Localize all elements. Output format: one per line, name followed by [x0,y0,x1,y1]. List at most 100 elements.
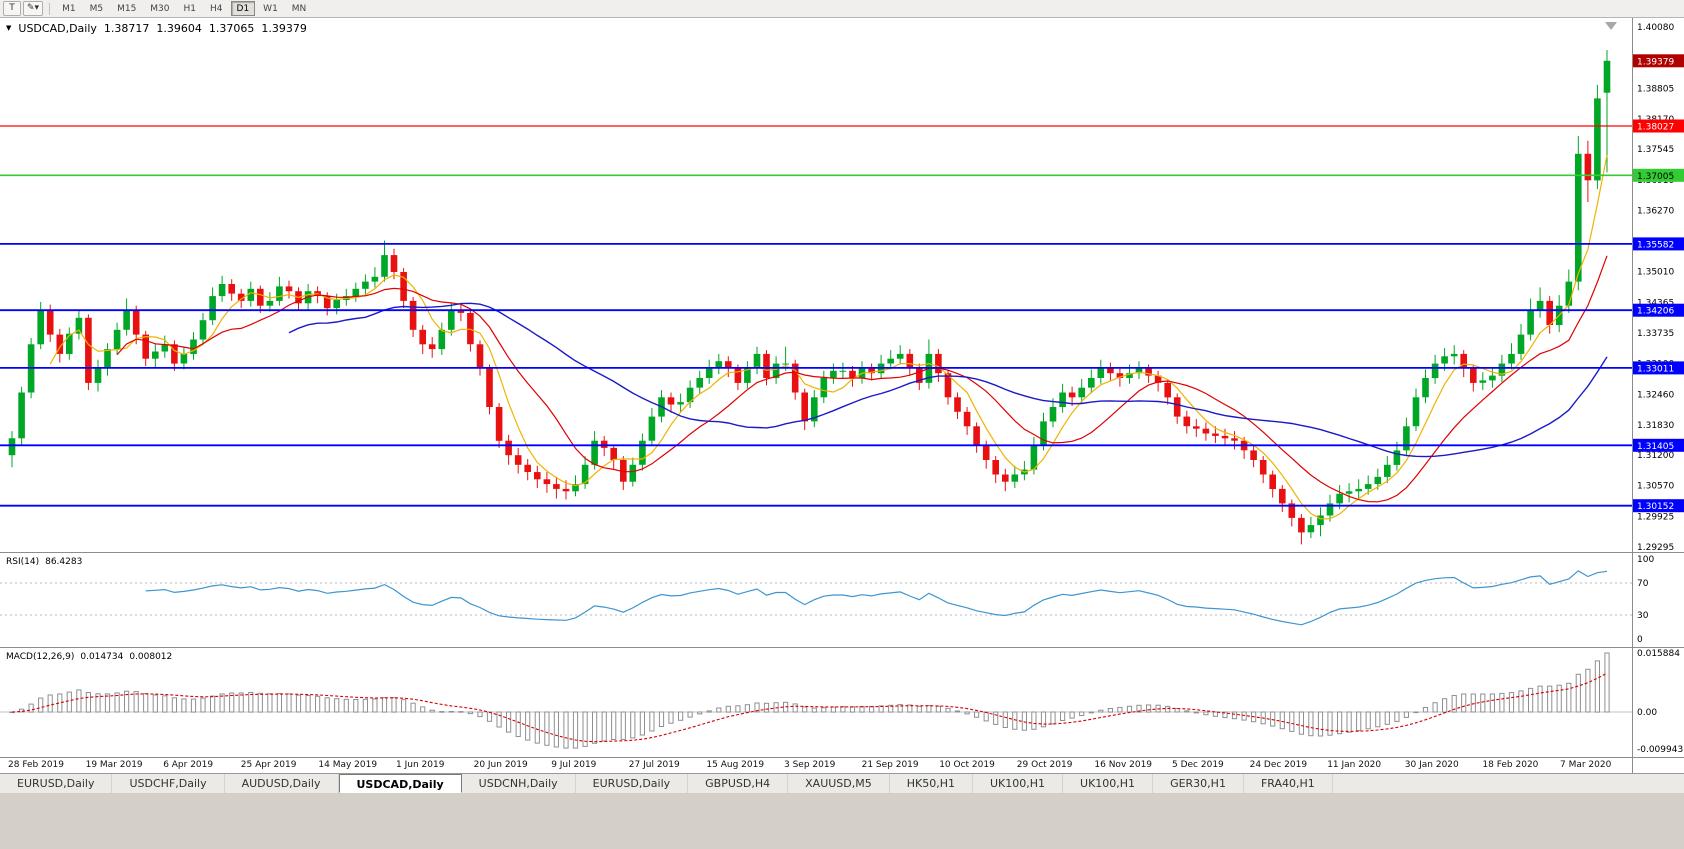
macd-histogram-bar [448,711,454,713]
macd-histogram-bar [897,704,903,713]
macd-histogram-bar [47,694,53,713]
macd-histogram-bar [401,699,407,713]
macd-histogram-bar [1337,711,1343,735]
chart-tab-usdchf-daily[interactable]: USDCHF,Daily [112,774,225,793]
macd-histogram-bar [458,711,464,713]
date-axis-label: 3 Sep 2019 [784,760,836,770]
macd-histogram-bar [181,698,187,713]
chart-tab-gbpusd-h4[interactable]: GBPUSD,H4 [688,774,789,793]
macd-histogram-bar [649,711,655,732]
macd-histogram-bar [1365,711,1371,730]
macd-histogram-bar [391,697,397,713]
macd-histogram-bar [200,697,206,713]
macd-histogram-bar [735,705,741,713]
symbol-dropdown-icon[interactable]: ▼ [6,23,12,32]
date-axis-label: 27 Jul 2019 [628,760,680,770]
rsi-line [145,570,1608,626]
macd-histogram-bar [1270,711,1276,727]
timeframe-button-mn[interactable]: MN [291,4,307,14]
macd-histogram-bar [315,695,321,713]
macd-histogram-bar [506,711,512,733]
macd-histogram-bar [85,692,92,713]
macd-histogram-bar [1394,711,1400,722]
macd-histogram-bar [1442,698,1448,713]
ma-mid-line [116,255,1608,503]
axis-label: 1.33011 [1637,364,1674,374]
chart-tab-uk100-h1[interactable]: UK100,H1 [973,774,1064,793]
timeframe-button-d1[interactable]: D1 [230,1,256,16]
macd-histogram-bar [1251,711,1257,723]
price-tag [1633,168,1684,182]
timeframe-button-m5[interactable]: M5 [89,4,104,14]
macd-histogram-bar [668,711,674,724]
rsi-indicator-panel[interactable]: 100 70 30 0 RSI(14) 86.4283 [0,552,1684,647]
macd-histogram-bar [162,695,168,713]
macd-histogram-bar [582,711,588,747]
macd-histogram-bar [104,693,111,713]
macd-histogram-bar [1594,660,1601,713]
ma-slow-line [288,302,1608,458]
macd-histogram-bar [467,711,473,715]
timeframe-button-h4[interactable]: H4 [210,4,223,14]
main-chart[interactable]: 1.400801.394401.388051.381701.375451.369… [0,18,1684,552]
macd-histogram-bar [1260,711,1266,725]
main-price-panel[interactable]: 1.400801.394401.388051.381701.375451.369… [0,18,1684,552]
axis-label: 1.31830 [1637,421,1674,431]
macd-histogram-bar [238,692,244,713]
status-area [0,793,1684,849]
chart-tab-hk50-h1[interactable]: HK50,H1 [890,774,973,793]
macd-histogram-bar [486,711,493,722]
macd-histogram-bar [1203,711,1209,716]
chart-tab-usdcad-daily[interactable]: USDCAD,Daily [338,774,462,793]
macd-histogram-bar [1461,693,1467,713]
rsi-value: 86.4283 [45,557,83,567]
ohlc-low: 1.37065 [208,22,255,35]
timeframe-button-m30[interactable]: M30 [150,4,170,14]
text-tool-button[interactable]: T [3,1,21,16]
timeframe-button-m15[interactable]: M15 [117,4,137,14]
chart-tab-ger30-h1[interactable]: GER30,H1 [1153,774,1244,793]
macd-histogram-bar [878,705,884,713]
macd-chart[interactable]: 0.015884 0.00 -0.009943 [0,648,1684,757]
macd-histogram-bar [1585,668,1591,713]
rsi-chart[interactable]: 100 70 30 0 [0,553,1684,647]
timeframe-button-h1[interactable]: H1 [183,4,197,14]
macd-histogram-bar [1556,684,1562,713]
macd-histogram-bar [1375,711,1381,728]
chart-shift-marker-icon[interactable] [1605,22,1617,30]
chart-tab-eurusd-daily[interactable]: EURUSD,Daily [576,774,689,793]
chart-tab-eurusd-daily[interactable]: EURUSD,Daily [0,774,113,793]
macd-histogram-bar [1384,711,1390,725]
macd-histogram-bar [544,711,550,746]
macd-histogram-bar [439,711,445,713]
draw-tool-dropdown[interactable]: ✎▾ [23,1,44,16]
draw-tool-icon: ✎ [27,3,35,13]
date-axis-label: 30 Jan 2020 [1404,760,1459,770]
candlestick-series[interactable] [8,50,1611,545]
macd-histogram-bar [1528,687,1534,713]
date-axis-label: 18 Feb 2020 [1482,760,1539,770]
macd-histogram-bar [477,711,483,718]
macd-indicator-panel[interactable]: 0.015884 0.00 -0.009943 MACD(12,26,9) 0.01… [0,647,1684,757]
chart-tab-xauusd-m5[interactable]: XAUUSD,M5 [788,774,890,793]
timeframe-button-m1[interactable]: M1 [62,4,76,14]
axis-label: 1.29925 [1637,513,1674,523]
price-tag [1633,303,1684,317]
macd-histogram-bar [1566,682,1572,713]
macd-histogram-bar [716,707,722,713]
chart-tab-usdcnh-daily[interactable]: USDCNH,Daily [462,774,576,793]
chart-tab-fra40-h1[interactable]: FRA40,H1 [1244,774,1333,793]
date-axis-label: 24 Dec 2019 [1249,760,1308,770]
macd-histogram-bar [114,692,120,713]
timeframe-button-w1[interactable]: W1 [263,4,278,14]
date-axis[interactable]: 28 Feb 2019 19 Mar 2019 6 Apr 2019 25 Apr 2… [0,757,1684,773]
chart-tab-audusd-daily[interactable]: AUDUSD,Daily [225,774,339,793]
macd-histogram-bar [381,697,388,713]
macd-histogram-bar [496,711,502,728]
macd-histogram-bar [1346,711,1352,733]
axis-label: 0.00 [1637,708,1657,718]
macd-histogram-bar [143,693,149,713]
chart-tab-uk100-h1[interactable]: UK100,H1 [1063,774,1154,793]
macd-histogram-bar [1165,705,1171,713]
date-axis-label: 5 Dec 2019 [1172,760,1224,770]
